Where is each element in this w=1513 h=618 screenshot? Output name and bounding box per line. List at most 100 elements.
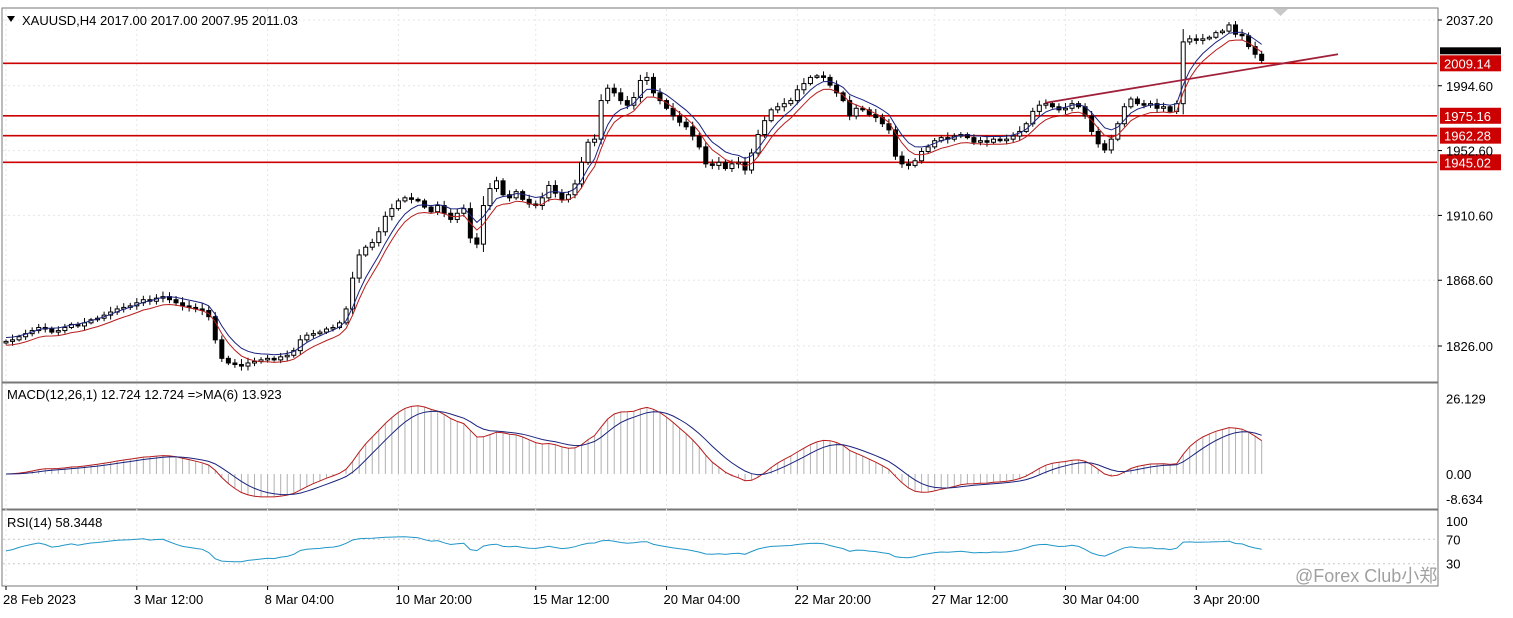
candle [49,326,55,335]
candle-body-bull [245,362,251,367]
candle [1154,98,1160,113]
candle [1089,111,1095,136]
candle [1193,34,1199,45]
candle [62,323,68,334]
candle-body-bull [16,336,22,341]
candle [703,142,709,168]
candle [238,359,244,371]
candle [356,249,362,283]
candle-body-bull [755,134,761,154]
candle-body-bull [402,197,408,202]
candle [219,335,225,362]
level-label: 1962.28 [1444,129,1491,144]
candle-body-bull [585,141,591,163]
candle-body-bull [304,334,310,341]
candle [1252,41,1258,59]
candle-body-bull [487,188,493,207]
candle-body-bear [906,163,912,166]
candle [376,227,382,247]
candle [363,244,369,257]
rsi-tick-label: 100 [1446,514,1468,529]
candle-body-bull [1043,103,1049,106]
time-label: 10 Mar 20:00 [395,592,472,607]
level-label-bg [1440,107,1501,124]
candle-body-bear [212,316,218,341]
ma-upper-line [5,31,1262,356]
time-label: 15 Mar 12:00 [533,592,610,607]
ma-lower-line [5,39,1262,363]
candle-body-bull [801,83,807,91]
candle-body-bull [1161,106,1167,109]
candle-body-bear [1252,46,1258,55]
candle [768,107,774,123]
candle [199,303,205,316]
candle [762,116,768,138]
candle-body-bear [677,115,683,123]
candle-body-bull [284,354,290,358]
candle [683,118,689,130]
watermark: @Forex Club小郑 [1295,566,1437,586]
candle [1010,132,1016,143]
candle [1187,35,1193,45]
candle [415,197,421,203]
candle-body-bull [494,180,499,190]
candle-body-bull [598,100,604,140]
symbol-header: XAUUSD,H4 2017.00 2017.00 2007.95 2011.0… [22,13,298,28]
candle [605,84,611,104]
candle-body-bear [899,155,905,165]
candle-body-bull [252,360,258,364]
price-tick-label: 1952.60 [1446,144,1493,159]
candle [847,95,853,121]
candle-body-bear [650,76,656,94]
candle [212,312,218,344]
candle [749,148,755,174]
candle-body-bull [1213,32,1219,38]
candle-body-bull [716,161,722,166]
macd-header: MACD(12,26,1) 12.724 12.724 =>MA(6) 13.9… [7,387,282,402]
candle [81,317,87,331]
candle-body-bear [474,237,480,245]
candle [611,83,617,97]
candle-body-bull [853,107,859,117]
candle [36,323,42,334]
candle [1233,21,1239,38]
candle [716,156,722,170]
candle-body-bear [873,113,879,119]
chart-shift-marker-icon[interactable] [1273,9,1288,16]
candle [906,158,912,170]
time-label: 8 Mar 04:00 [265,592,334,607]
candle-body-bear [238,364,244,367]
candle-body-bear [408,197,414,200]
candle-body-bull [592,138,598,143]
candle [526,194,532,208]
candle [284,350,290,361]
candle [794,85,800,105]
candle-body-bull [807,76,813,85]
candle-body-bear [703,146,709,165]
price-tick-label: 1910.60 [1446,208,1493,223]
candle-body-bear [1167,106,1173,112]
time-label: 30 Mar 04:00 [1062,592,1139,607]
candles [3,21,1265,371]
candle-body-bear [860,107,866,111]
candle [1213,30,1219,40]
candle [866,107,872,117]
candle-body-bear [1141,103,1147,106]
dropdown-arrow-icon[interactable] [7,16,15,22]
candle-body-bear [971,137,977,143]
candle-body-bull [579,161,585,185]
candle [860,105,866,112]
level-label-bg [1440,127,1501,144]
candle [167,292,172,304]
level-label-bg [1440,154,1501,171]
candle [788,97,794,107]
candle-body-bear [1089,115,1095,132]
candle-body-bull [265,357,271,361]
candle-body-bull [925,146,931,153]
candle-body-bull [794,89,800,102]
candle [670,103,676,121]
candle [644,72,650,85]
candle [1121,103,1127,127]
candle-body-bear [670,107,676,117]
